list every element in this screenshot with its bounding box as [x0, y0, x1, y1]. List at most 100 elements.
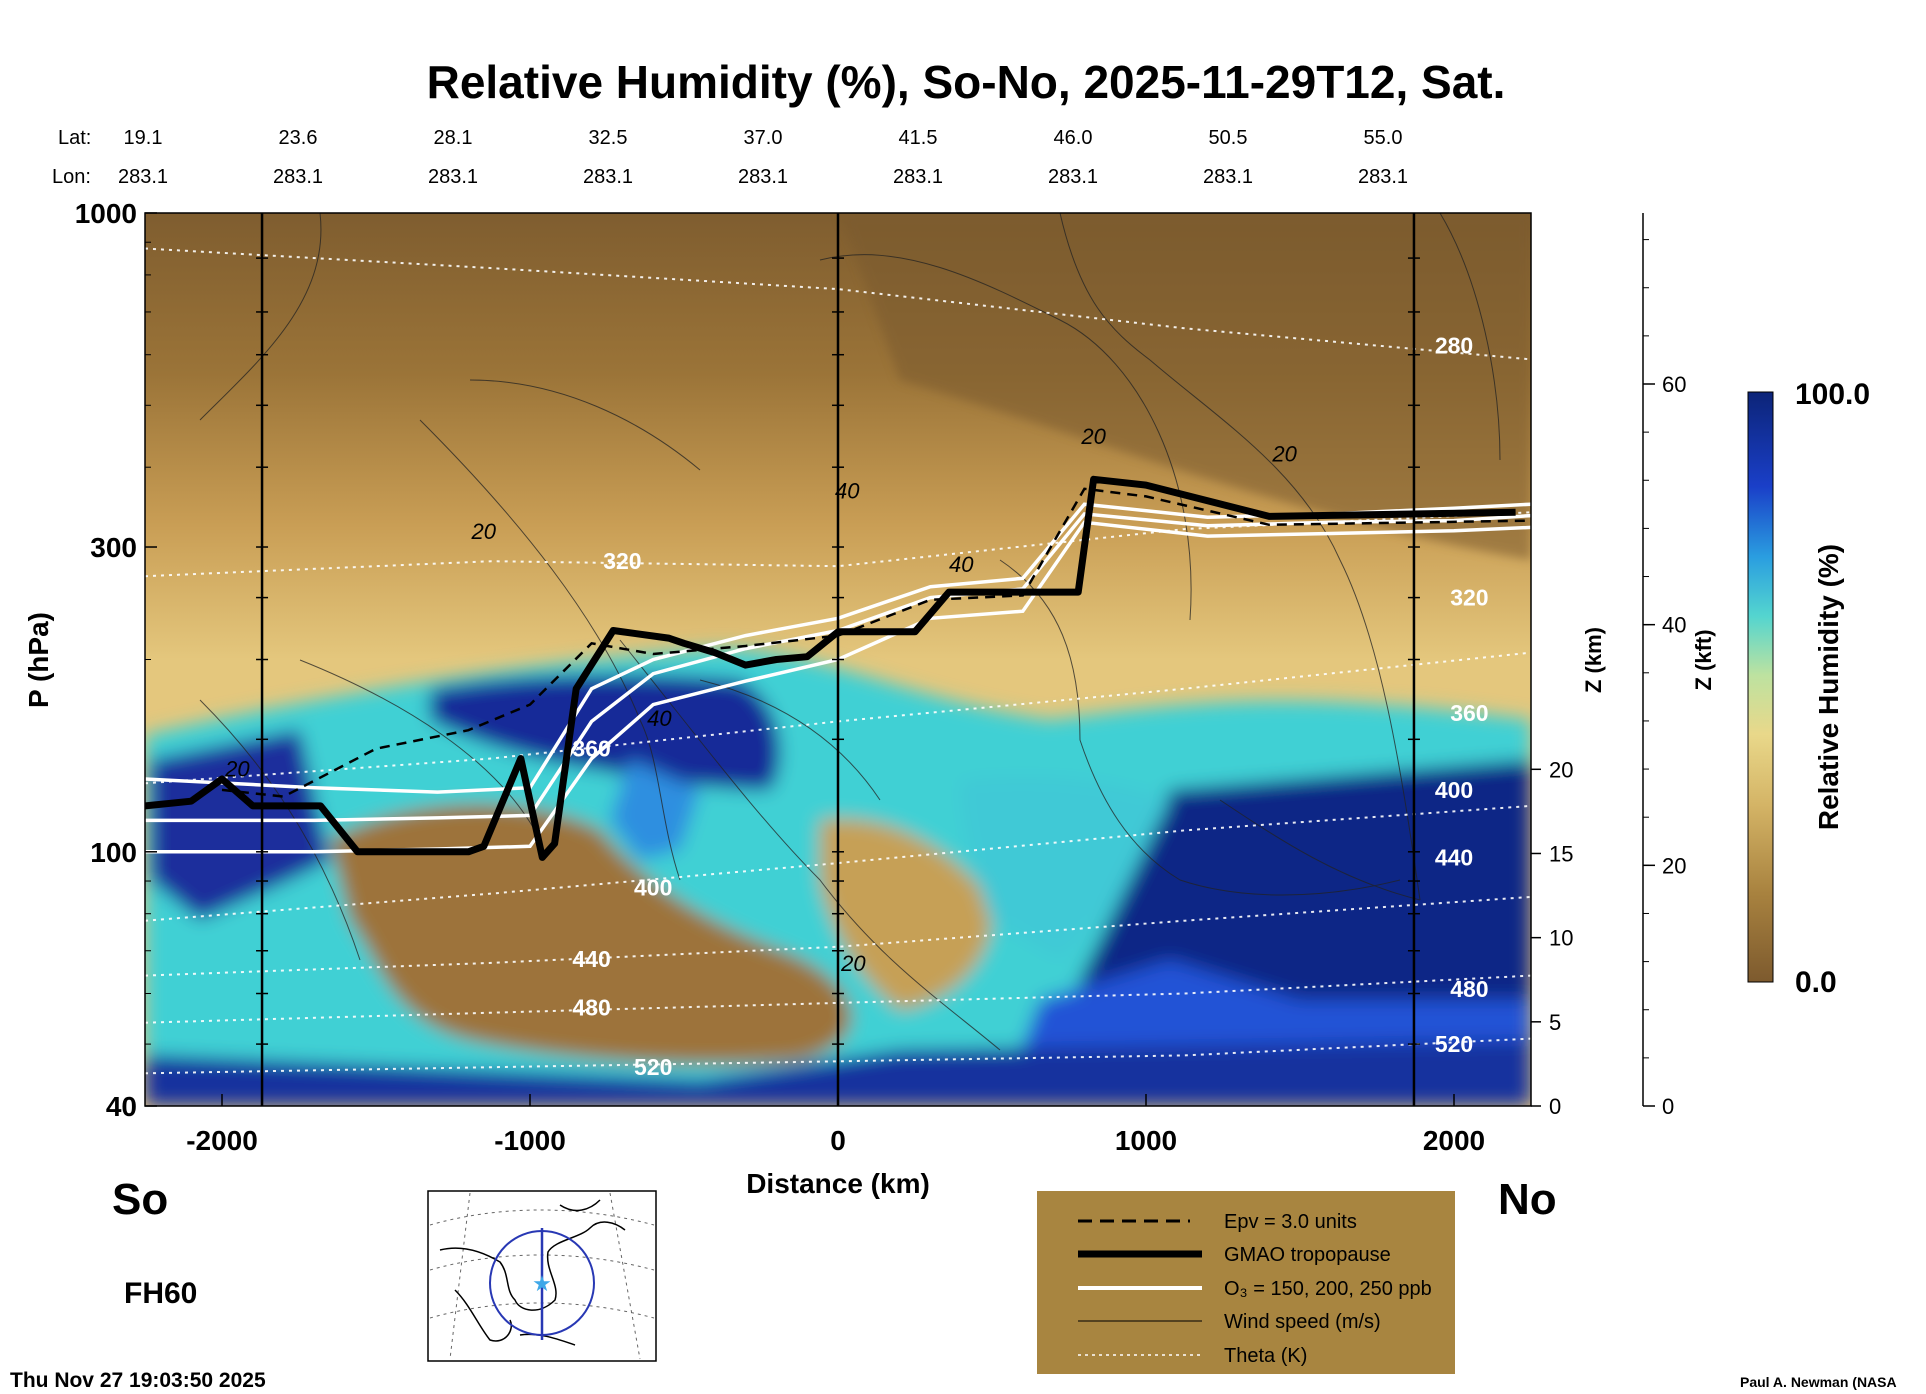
lon-value: 283.1 [738, 166, 788, 188]
x-tick-label: 0 [830, 1125, 846, 1156]
wind-contour-10 [299, 659, 541, 841]
wind-label: 20 [1080, 424, 1106, 449]
lat-value: 46.0 [1054, 127, 1093, 149]
lon-value: 283.1 [428, 166, 478, 188]
theta-label: 360 [1450, 700, 1488, 726]
legend: Epv = 3.0 units GMAO tropopause O₃ = 150… [1037, 1191, 1455, 1374]
timestamp: Thu Nov 27 19:03:50 2025 [10, 1369, 266, 1392]
forecast-hour-label: FH60 [124, 1277, 197, 1310]
colorbar [1747, 391, 1774, 983]
lat-value: 50.5 [1209, 127, 1248, 149]
rh-upper-dry-north [840, 213, 1531, 560]
lon-value: 283.1 [893, 166, 943, 188]
coastline-gulf-mexico [454, 1289, 512, 1342]
z-km-axis-title: Z (km) [1581, 627, 1606, 693]
rh-moist-core-mid [430, 674, 780, 790]
theta-label: 280 [1435, 333, 1473, 359]
y-tick-label: 40 [106, 1091, 137, 1122]
rh-moist-core-south [150, 730, 330, 920]
legend-wind-label: Wind speed (m/s) [1224, 1311, 1381, 1333]
plot-area: 520480440400360320280520480440400360320 … [145, 213, 1531, 1106]
theta-line-360 [145, 651, 1531, 785]
lat-value: 41.5 [899, 127, 938, 149]
locator-map-graticule [429, 1192, 655, 1360]
x-axis-title: Distance (km) [746, 1168, 930, 1199]
wind-contour-3 [469, 379, 701, 471]
z-km-tick-label: 15 [1549, 841, 1573, 866]
wind-speed-labels: 20 20 40 20 40 40 20 20 [224, 424, 1297, 976]
z-kft-tick-label: 60 [1662, 372, 1686, 397]
rh-moist-cyan-mid [610, 760, 700, 860]
axes: -2000 -1000 0 1000 2000 40 100 300 1000 0 5 10 15 20 0… [75, 198, 1687, 1156]
z-kft-tick-label: 0 [1662, 1094, 1674, 1119]
colorbar-max-label: 100.0 [1795, 378, 1870, 411]
tropopause-line [145, 475, 1516, 861]
graticule-lat-3 [429, 1302, 655, 1319]
credit: Paul A. Newman (NASA [1740, 1374, 1897, 1390]
locator-map-center-star: ★ [532, 1272, 552, 1297]
z-kft-tick-label: 20 [1662, 853, 1686, 878]
z-kft-axis-title: Z (kft) [1691, 629, 1716, 690]
wind-contour-9 [1219, 799, 1421, 901]
lat-value: 23.6 [279, 127, 318, 149]
lon-value: 283.1 [118, 166, 168, 188]
y-tick-label: 300 [90, 532, 137, 563]
colorbar-min-label: 0.0 [1795, 966, 1837, 999]
lat-value: 28.1 [434, 127, 473, 149]
wind-contour-8 [999, 559, 1401, 896]
x-tick-label: 2000 [1423, 1125, 1485, 1156]
x-tick-label: -1000 [494, 1125, 566, 1156]
wind-label: 20 [471, 519, 497, 544]
graticule-lat-2 [429, 1254, 655, 1271]
south-label: So [112, 1175, 168, 1224]
theta-label: 320 [603, 548, 641, 574]
lat-lon-header: Lat: Lon: 19.1 23.6 28.1 32.5 37.0 41.5 46.0 50… [52, 127, 1408, 188]
y-axis-title: P (hPa) [23, 612, 54, 708]
lat-label: Lat: [58, 127, 91, 149]
colorbar-title: Relative Humidity (%) [1813, 544, 1844, 830]
y-tick-label: 1000 [75, 198, 137, 229]
theta-label: 520 [634, 1054, 672, 1080]
wind-contour-1 [199, 213, 322, 421]
z-km-tick-label: 10 [1549, 926, 1573, 951]
x-tick-label: 1000 [1115, 1125, 1177, 1156]
rh-upper-dry-shading [840, 213, 1531, 560]
coastline-caribbean [519, 1333, 576, 1346]
wind-label: 20 [1271, 442, 1297, 467]
lon-value: 283.1 [1203, 166, 1253, 188]
coastline-canada [559, 1199, 601, 1212]
epv-line [221, 487, 1531, 798]
rh-dry-patch [820, 818, 992, 1010]
legend-o3-label: O₃ = 150, 200, 250 ppb [1224, 1278, 1432, 1300]
wind-contour-2 [419, 419, 681, 881]
wind-label: 40 [835, 478, 860, 503]
wind-label: 40 [647, 706, 672, 731]
wind-contour-5 [1059, 213, 1421, 901]
coastline-north-america [439, 1221, 626, 1311]
legend-trop-label: GMAO tropopause [1224, 1244, 1391, 1266]
z-kft-tick-label: 40 [1662, 613, 1686, 638]
x-tick-label: -2000 [186, 1125, 258, 1156]
z-km-tick-label: 0 [1549, 1094, 1561, 1119]
lon-value: 283.1 [583, 166, 633, 188]
wind-label: 20 [224, 757, 250, 782]
locator-map: ★ [427, 1190, 657, 1362]
theta-label: 480 [572, 995, 610, 1021]
wind-label: 20 [840, 951, 866, 976]
vertical-reference-lines [256, 213, 1420, 1106]
wind-contour-12 [699, 679, 881, 801]
graticule-lon-2 [609, 1192, 641, 1360]
lon-value: 283.1 [273, 166, 323, 188]
wind-contour-6 [619, 639, 1001, 1051]
lat-value: 32.5 [589, 127, 628, 149]
theta-label: 400 [634, 874, 672, 900]
theta-label: 440 [572, 946, 610, 972]
tropopause-path [145, 475, 1516, 861]
theta-label: 480 [1450, 976, 1488, 1002]
theta-label: 440 [1435, 844, 1473, 870]
graticule-lat-1 [429, 1209, 655, 1226]
epv-contour [221, 487, 1531, 798]
wind-label: 40 [949, 552, 974, 577]
